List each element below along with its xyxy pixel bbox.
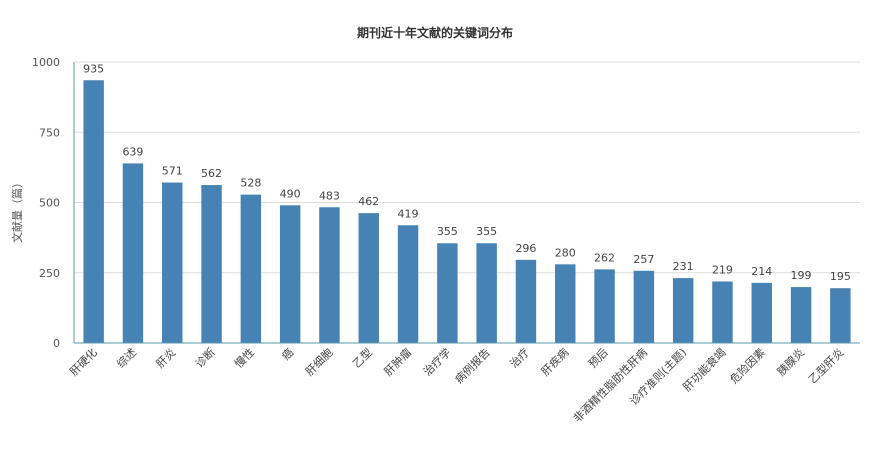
x-tick-label: 癌 [279,345,297,363]
data-label: 571 [162,165,183,178]
x-tick-label: 肝硬化 [67,345,100,378]
bar [751,282,772,343]
y-tick-label: 250 [39,267,60,280]
data-label: 231 [673,260,694,273]
bar [594,269,615,343]
bar [712,281,733,343]
y-axis-ticks: 0 250 500 750 1000 [32,56,60,350]
data-label: 195 [830,270,851,283]
chart-title: 期刊近十年文献的关键词分布 [357,25,513,40]
bar [319,207,340,343]
x-tick-label: 治疗学 [420,345,453,378]
bar [476,243,497,343]
bar [555,264,576,343]
data-label: 483 [319,189,340,202]
data-label: 355 [437,225,458,238]
bar [240,194,262,343]
x-tick-label: 胰腺炎 [774,345,807,378]
bar [633,270,655,343]
bar [83,80,104,343]
bar [672,278,694,343]
x-tick-label: 危险因素 [727,345,768,386]
bar [397,225,419,343]
bar [437,243,458,343]
data-label: 257 [633,253,654,266]
data-label: 296 [515,242,536,255]
x-tick-label: 肝肿瘤 [381,345,414,378]
bar [515,259,537,343]
x-tick-label: 肝细胞 [303,346,336,379]
data-label: 355 [476,225,497,238]
y-tick-label: 750 [39,126,60,139]
x-tick-label: 乙型肝炎 [805,345,846,386]
x-axis-ticks: 肝硬化 综述 肝炎 诊断 慢性 癌肝细胞 乙型 肝肿瘤 治疗学病例报告 治疗 肝疾病 预后非酒精性脂肪… [67,345,847,425]
y-tick-label: 1000 [32,56,60,69]
x-tick-label: 预后 [586,346,611,371]
bar [790,287,812,343]
x-tick-label: 病例报告 [452,345,493,386]
x-tick-label: 慢性 [232,345,257,370]
bar [358,213,379,343]
data-label: 199 [791,269,812,282]
x-tick-label: 肝炎 [154,346,179,371]
y-tick-label: 500 [39,197,60,210]
gridlines [74,61,860,274]
bar [201,185,222,343]
x-tick-label: 肝疾病 [538,345,571,378]
data-label: 528 [240,177,261,190]
x-tick-label: 综述 [114,345,139,370]
bar [279,205,301,343]
data-label: 419 [398,207,419,220]
bar [830,288,851,343]
y-tick-label: 0 [53,337,60,350]
data-labels: 935 639 571 562 528 490 483 462 419 355 355 296 280 2… [83,62,851,283]
data-label: 219 [712,263,733,276]
data-label: 262 [594,251,615,264]
x-tick-label: 肝功能衰竭 [680,345,729,394]
x-tick-label: 治疗 [507,345,532,370]
data-label: 462 [358,195,379,208]
x-tick-label: 乙型 [349,345,374,370]
x-tick-label: 诊断 [192,345,217,370]
data-label: 935 [83,62,104,75]
data-label: 639 [122,145,143,158]
data-label: 280 [555,246,576,259]
data-label: 490 [280,187,301,200]
y-axis-title: 文献量（篇） [10,177,24,243]
bars [83,80,851,343]
x-tick-label: 非酒精性脂肪性肝病 [570,345,650,425]
bar [122,163,144,343]
data-label: 214 [751,265,772,278]
data-label: 562 [201,167,222,180]
bar [162,182,183,343]
